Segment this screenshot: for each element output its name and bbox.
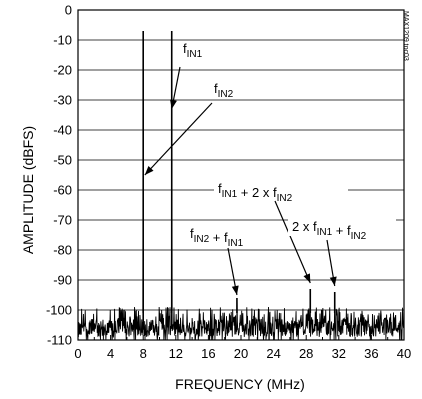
label-mask (288, 216, 396, 236)
y-tick-label: -90 (53, 273, 72, 288)
plot-frame (77, 9, 405, 341)
annotations: fIN1 fIN2 fIN2 + fIN1 fIN1 + 2 x fIN2 2 x fI… (144, 41, 396, 296)
y-tick-label: -110 (47, 333, 72, 348)
x-tick-label: 24 (266, 346, 280, 361)
arrowhead (329, 276, 337, 286)
annotation-arrow (144, 102, 213, 176)
arrowhead (144, 166, 154, 175)
watermark-text: MAX1209 toc03 (402, 11, 409, 61)
y-tick-label: -80 (53, 243, 72, 258)
x-tick-label: 0 (74, 346, 81, 361)
x-tick-label: 12 (169, 346, 183, 361)
y-tick-label: -60 (53, 183, 72, 198)
y-axis-label: AMPLITUDE (dBFS) (20, 126, 36, 254)
x-tick-label: 40 (397, 346, 411, 361)
y-tick-label: -50 (53, 153, 72, 168)
x-tick-label: 32 (332, 346, 346, 361)
y-tick-label: -40 (53, 123, 72, 138)
arrowhead (231, 285, 239, 295)
y-tick-label: -70 (53, 213, 72, 228)
annotation-label-sum: fIN2 + fIN1 (190, 226, 244, 249)
label-mask (214, 178, 348, 198)
annotation-label-fin1: fIN1 (183, 41, 203, 60)
annotation-arrow (274, 200, 311, 284)
arrowhead (170, 99, 177, 109)
y-tick-label: -100 (46, 303, 72, 318)
spectrum-line (77, 30, 405, 341)
x-tick-label: 28 (299, 346, 313, 361)
x-tick-label: 16 (201, 346, 215, 361)
annotation-label-fin2: fIN2 (214, 81, 234, 100)
y-tick-label: -10 (53, 33, 72, 48)
axes (77, 9, 405, 341)
y-tick-labels: 0 -10 -20 -30 -40 -50 -60 -70 -80 -90 -100 -110 (46, 3, 72, 348)
grid (78, 39, 404, 311)
annotation-label-twof1pf2: 2 x fIN1 + fIN2 (292, 219, 367, 242)
x-tick-label: 4 (107, 346, 114, 361)
label-mask (188, 223, 276, 243)
x-tick-label: 8 (140, 346, 147, 361)
x-axis-label: FREQUENCY (MHz) (175, 376, 305, 392)
x-tick-label: 20 (234, 346, 248, 361)
y-tick-label: 0 (65, 3, 72, 18)
x-tick-label: 36 (364, 346, 378, 361)
arrowhead (303, 273, 311, 283)
x-tick-labels: 0 4 8 12 16 20 24 28 32 36 40 (74, 346, 411, 361)
y-tick-label: -30 (53, 93, 72, 108)
y-tick-label: -20 (53, 63, 72, 78)
annotation-label-f1p2f2: fIN1 + 2 x fIN2 (218, 181, 293, 204)
spectrum-trace (77, 30, 405, 341)
